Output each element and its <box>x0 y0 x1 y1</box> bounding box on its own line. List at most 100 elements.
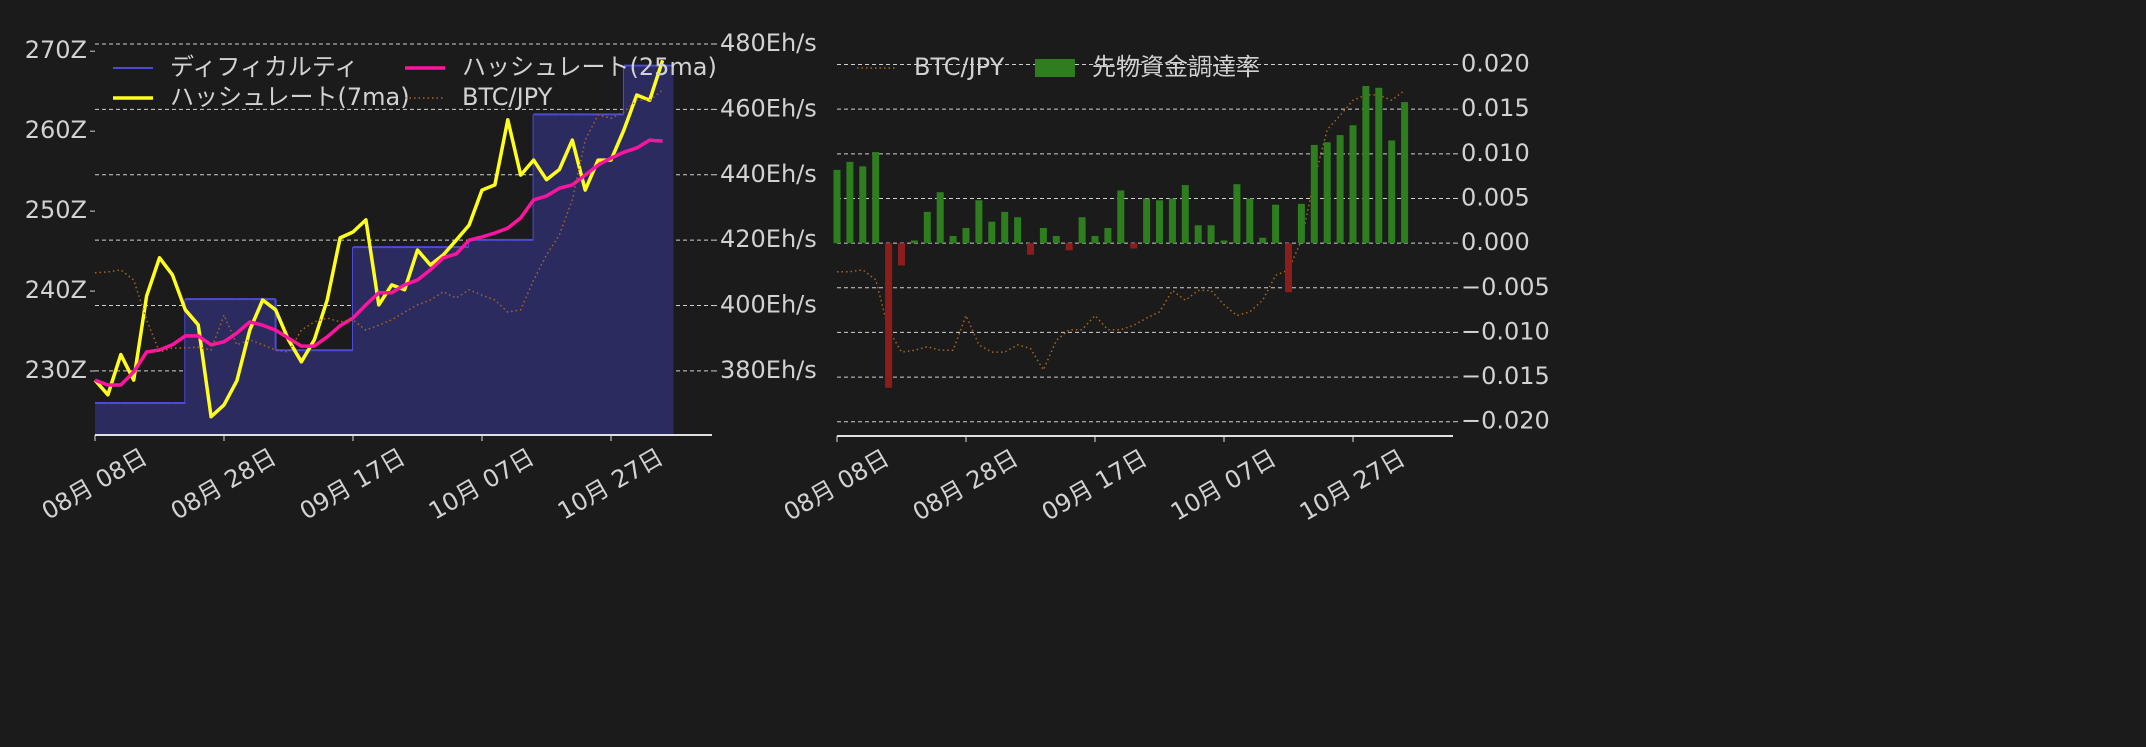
bar <box>872 152 880 244</box>
area-segment <box>598 114 612 435</box>
area-segment <box>378 247 393 435</box>
bar <box>1233 184 1241 244</box>
y-tick-label: 250Z <box>25 196 87 224</box>
bar <box>1246 198 1254 244</box>
y-tick-label: 420Eh/s <box>720 225 817 253</box>
y-tick-label: 440Eh/s <box>720 160 817 188</box>
area-segment <box>327 350 341 435</box>
area-segment <box>649 65 664 435</box>
bar <box>1336 135 1344 244</box>
area-segment <box>262 299 277 435</box>
area-segment <box>585 114 599 435</box>
bar <box>1349 125 1357 244</box>
bar <box>1362 85 1370 244</box>
area-segment <box>559 114 573 435</box>
bar <box>1014 217 1022 244</box>
y-tick-label: 240Z <box>25 276 87 304</box>
bar <box>962 227 970 244</box>
bar <box>1181 185 1189 244</box>
bar <box>1375 87 1383 244</box>
bar <box>1194 225 1202 244</box>
y-tick-label: 0.020 <box>1461 50 1530 78</box>
y-tick-label: 230Z <box>25 356 87 384</box>
bar <box>1001 211 1009 244</box>
area-segment <box>482 239 496 435</box>
legend-swatch <box>1035 59 1075 77</box>
area-segment <box>224 299 238 435</box>
bar <box>1052 235 1060 244</box>
series-line <box>94 89 664 353</box>
area-segment <box>120 403 135 435</box>
area-segment <box>249 299 264 435</box>
bar <box>1143 198 1151 244</box>
bar <box>936 192 944 244</box>
bar <box>885 243 893 388</box>
legend-label: 先物資金調達率 <box>1092 53 1260 81</box>
bar <box>975 200 983 244</box>
area-segment <box>494 239 509 435</box>
area-segment <box>469 239 483 435</box>
area-segment <box>443 247 457 435</box>
bar <box>1078 217 1086 244</box>
y-tick-label: 0.015 <box>1461 94 1530 122</box>
bar <box>1401 102 1409 244</box>
y-tick-label: 0.005 <box>1461 183 1530 211</box>
bar <box>1220 240 1228 244</box>
bar <box>1091 235 1099 244</box>
series-line <box>94 138 663 387</box>
bar <box>846 161 854 244</box>
area-segment <box>95 403 109 435</box>
bar <box>1039 227 1047 244</box>
bar <box>910 240 918 244</box>
bar <box>988 221 996 244</box>
area-segment <box>211 299 225 435</box>
area-segment <box>417 247 431 435</box>
bar <box>1207 225 1215 244</box>
area-segment <box>185 299 199 435</box>
bar <box>859 166 867 244</box>
y-tick-label: 0.010 <box>1461 139 1530 167</box>
legend-label: ハッシュレート(7ma) <box>170 83 410 111</box>
area-segment <box>520 239 535 435</box>
bar <box>923 211 931 244</box>
area-segment <box>288 350 302 435</box>
area-segment <box>301 350 315 435</box>
area-segment <box>391 247 406 435</box>
area-segment <box>172 403 186 435</box>
area-segment <box>507 239 522 435</box>
bar <box>1297 203 1305 244</box>
bar <box>1156 200 1163 244</box>
y-tick-label: 480Eh/s <box>720 29 817 57</box>
area-segment <box>133 403 148 435</box>
area-segment <box>533 114 547 435</box>
bar <box>1388 140 1396 244</box>
bar <box>949 235 957 244</box>
area-segment <box>275 350 289 435</box>
bar <box>1310 144 1318 244</box>
bar <box>1272 204 1280 244</box>
y-tick-label: −0.015 <box>1461 362 1550 390</box>
bar <box>1259 237 1267 244</box>
area-segment <box>107 403 122 435</box>
bar <box>1027 243 1034 255</box>
area-segment <box>404 247 418 435</box>
y-tick-label: 0.000 <box>1461 228 1530 256</box>
bar <box>1130 243 1138 249</box>
area-segment <box>546 114 560 435</box>
y-tick-label: 400Eh/s <box>720 291 817 319</box>
bar <box>833 169 841 244</box>
y-tick-label: 380Eh/s <box>720 356 817 384</box>
area-segment <box>456 247 470 435</box>
area-segment <box>146 403 160 435</box>
bar <box>1168 198 1176 244</box>
bar <box>1323 142 1331 244</box>
area-segment <box>662 65 674 435</box>
y-tick-label: 460Eh/s <box>720 94 817 122</box>
legend-label: BTC/JPY <box>462 83 553 111</box>
y-tick-label: 270Z <box>25 36 87 64</box>
bar <box>1117 190 1125 244</box>
series-line <box>93 59 665 419</box>
y-tick-label: −0.005 <box>1461 273 1550 301</box>
bar <box>1065 243 1073 251</box>
y-tick-label: −0.020 <box>1461 407 1550 435</box>
